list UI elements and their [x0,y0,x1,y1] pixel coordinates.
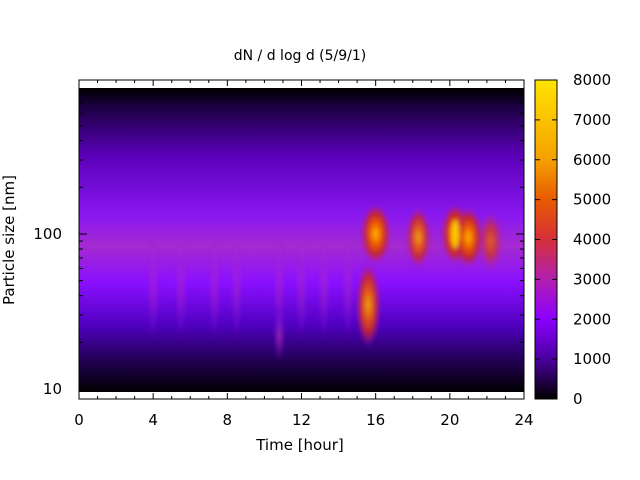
plot-area: 0 4 8 12 16 20 24 10 100 [33,79,534,429]
colorbar-tick-label: 8000 [573,71,611,89]
x-axis-label: Time [hour] [255,436,344,454]
background-streak [295,232,308,343]
x-axis-ticks: 0 4 8 12 16 20 24 [74,80,534,429]
heat-blob [454,207,483,268]
heat-features [147,204,503,361]
background-streak [341,232,354,343]
heat-core [451,220,460,248]
y-tick-label: 10 [43,380,62,398]
chart-title: dN / d log d (5/9/1) [234,48,367,64]
x-tick-label: 4 [148,411,158,429]
background-streak [208,232,221,343]
background-streak [147,232,160,343]
x-tick-label: 24 [514,411,533,429]
x-tick-label: 20 [440,411,459,429]
colorbar: 0 1000 2000 3000 4000 5000 6000 7000 8000 [534,71,611,408]
colorbar-tick-label: 7000 [573,111,611,129]
background-streak [230,232,243,343]
colorbar-tick-label: 3000 [573,270,611,288]
background-streak [273,232,286,343]
background-streak [317,232,330,343]
colorbar-tick-label: 6000 [573,151,611,169]
x-tick-label: 8 [223,411,233,429]
x-tick-label: 16 [366,411,385,429]
y-tick-label: 100 [33,225,62,243]
colorbar-tick-label: 0 [573,390,583,408]
heat-blob [360,204,391,264]
colorbar-tick-label: 2000 [573,310,611,328]
heat-blob [406,207,431,268]
colorbar-tick-label: 5000 [573,191,611,209]
y-axis-ticks: 10 100 [33,93,524,398]
colorbar-tick-label: 4000 [573,231,611,249]
x-tick-label: 0 [74,411,84,429]
colorbar-tick-label: 1000 [573,350,611,368]
y-axis-label: Particle size [nm] [0,175,18,305]
background-streak [174,232,187,343]
heat-blob [478,211,503,272]
heat-blob [356,262,381,347]
x-tick-label: 12 [292,411,311,429]
background-streak [274,310,285,361]
colorbar-ticks: 0 1000 2000 3000 4000 5000 6000 7000 8000 [535,71,611,408]
